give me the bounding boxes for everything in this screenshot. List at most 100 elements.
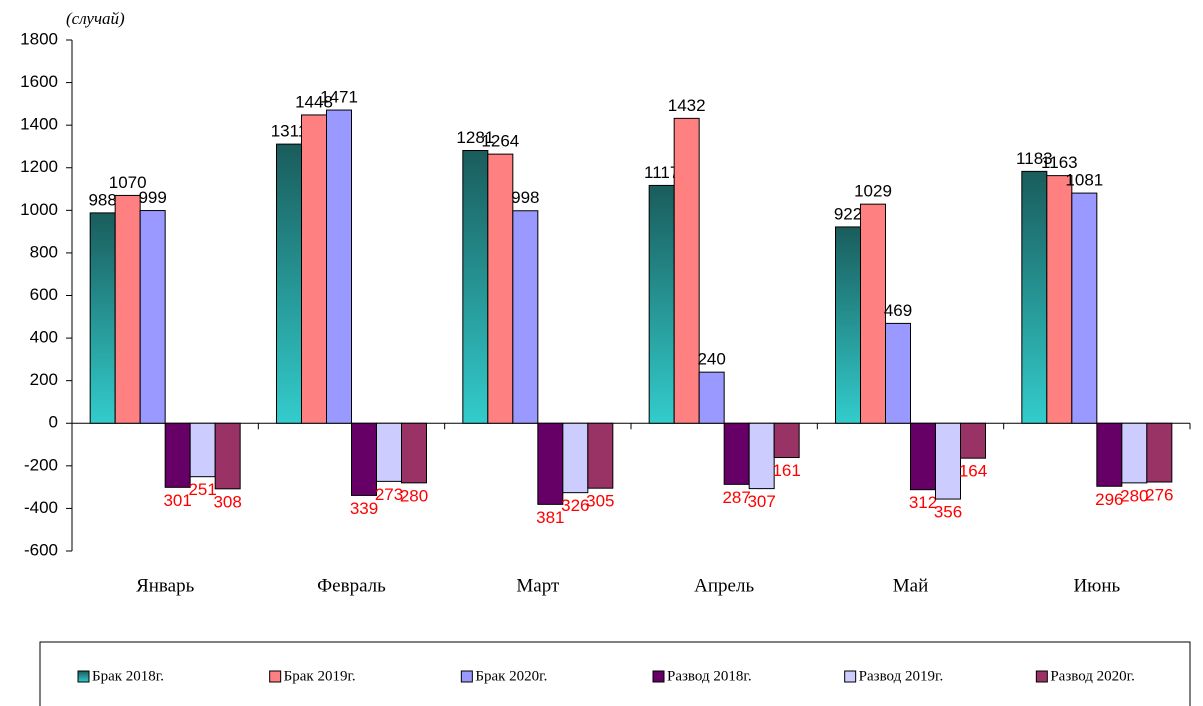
bar xyxy=(189,422,216,478)
x-tick-label: Февраль xyxy=(317,575,386,596)
legend-swatch xyxy=(652,670,665,683)
value-label: 1029 xyxy=(854,182,892,201)
y-tick-label: 400 xyxy=(30,328,58,347)
value-label: 1448 xyxy=(295,92,333,111)
bar xyxy=(114,194,141,424)
x-tick-label: Апрель xyxy=(694,575,754,596)
value-label: 356 xyxy=(934,503,962,522)
bar xyxy=(587,422,614,489)
value-label: 312 xyxy=(909,493,937,512)
bar xyxy=(512,210,539,424)
legend-swatch xyxy=(460,670,473,683)
value-label: 280 xyxy=(1120,486,1148,505)
y-tick-label: 1400 xyxy=(20,115,58,134)
value-label: 251 xyxy=(188,480,216,499)
bar xyxy=(673,117,700,424)
value-label: 305 xyxy=(586,492,614,511)
legend-label: Развод 2020г. xyxy=(1050,668,1135,684)
value-label: 1163 xyxy=(1041,153,1078,172)
value-label: 1117 xyxy=(644,163,679,182)
bar xyxy=(562,422,589,494)
legend-label: Брак 2020г. xyxy=(475,668,547,684)
bar xyxy=(698,371,725,424)
value-label: 296 xyxy=(1095,490,1123,509)
bar xyxy=(1046,175,1073,424)
x-tick-label: Июнь xyxy=(1073,575,1120,596)
y-tick-label: -600 xyxy=(24,540,58,559)
legend-label: Брак 2019г. xyxy=(284,668,356,684)
y-tick-label: 600 xyxy=(30,285,58,304)
bar xyxy=(401,422,427,484)
value-label: 287 xyxy=(722,488,750,507)
value-label: 1081 xyxy=(1065,171,1103,190)
value-label: 326 xyxy=(561,496,589,515)
legend-label: Брак 2018г. xyxy=(92,668,164,684)
value-label: 164 xyxy=(959,462,987,481)
bar xyxy=(960,422,986,459)
value-label: 922 xyxy=(834,204,862,223)
bar xyxy=(648,184,675,424)
value-label: 308 xyxy=(213,492,241,511)
bar xyxy=(487,153,514,424)
y-tick-label: 1800 xyxy=(20,29,58,48)
y-tick-label: -200 xyxy=(24,455,58,474)
value-label: 999 xyxy=(138,188,166,207)
value-label: 988 xyxy=(88,190,116,209)
legend-swatch xyxy=(269,670,282,683)
bar xyxy=(164,422,191,488)
value-label: 1471 xyxy=(320,88,358,107)
bar xyxy=(910,422,936,491)
value-label: 1281 xyxy=(456,128,494,147)
y-tick-label: 0 xyxy=(49,413,58,432)
value-label: 1183 xyxy=(1016,149,1053,168)
x-tick-label: Май xyxy=(893,575,929,596)
y-tick-label: -400 xyxy=(24,498,58,517)
bar xyxy=(301,114,327,424)
bar xyxy=(748,422,775,490)
value-label: 1264 xyxy=(481,132,519,151)
y-tick-label: 1600 xyxy=(20,72,58,91)
x-tick-label: Март xyxy=(516,575,560,596)
legend-label: Развод 2018г. xyxy=(667,668,752,684)
bar xyxy=(376,422,402,482)
bar xyxy=(276,143,302,424)
legend-label: Развод 2019г. xyxy=(859,668,944,684)
bar xyxy=(1096,422,1123,487)
bar xyxy=(723,422,750,485)
legend-swatch xyxy=(844,670,857,683)
value-label: 273 xyxy=(375,485,403,504)
bar xyxy=(773,422,800,459)
value-label: 307 xyxy=(747,492,775,511)
value-label: 339 xyxy=(350,499,378,518)
legend-swatch xyxy=(77,670,90,683)
bar xyxy=(537,422,564,505)
bar xyxy=(1071,192,1098,424)
value-label: 1432 xyxy=(668,96,706,115)
bar xyxy=(935,422,961,500)
value-label: 240 xyxy=(697,350,725,369)
bar xyxy=(351,422,377,496)
value-label: 280 xyxy=(400,486,428,505)
bar xyxy=(885,322,911,424)
bar xyxy=(214,422,241,490)
bar xyxy=(835,226,861,424)
bar xyxy=(326,109,352,424)
value-label: 381 xyxy=(536,508,564,527)
x-tick-label: Январь xyxy=(136,575,194,596)
legend-box xyxy=(39,641,1191,706)
y-tick-label: 1200 xyxy=(20,157,58,176)
value-label: 301 xyxy=(163,491,191,510)
y-tick-label: 200 xyxy=(30,370,58,389)
value-label: 276 xyxy=(1145,485,1173,504)
y-tick-label: 1000 xyxy=(20,200,58,219)
value-label: 998 xyxy=(511,188,539,207)
bar xyxy=(1121,422,1148,484)
bar xyxy=(139,210,166,424)
bar xyxy=(89,212,116,424)
value-label: 469 xyxy=(884,301,912,320)
y-tick-label: 800 xyxy=(30,242,58,261)
bar xyxy=(462,150,489,424)
value-label: 161 xyxy=(772,461,800,480)
